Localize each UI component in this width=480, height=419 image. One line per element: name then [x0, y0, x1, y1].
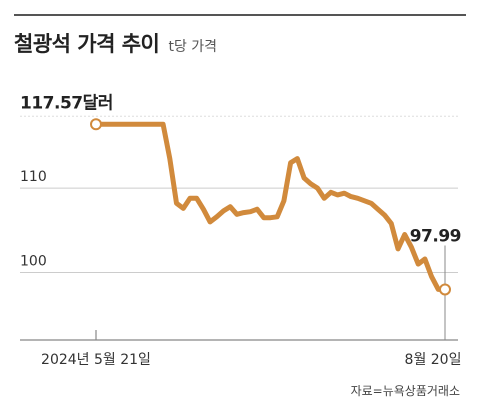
end-point: [439, 283, 451, 296]
chart-title: 철광석 가격 추이: [14, 32, 160, 56]
source-note: 자료=뉴욕상품거래소: [350, 384, 460, 398]
series-line: [93, 121, 448, 292]
start-value-label: 117.57달러: [20, 92, 113, 113]
chart-header: 철광석 가격 추이 t당 가격: [14, 28, 217, 58]
top-rule: [14, 14, 466, 16]
end-value-label: 97.99: [410, 226, 461, 246]
x-tick-label: 2024년 5월 21일: [41, 352, 151, 368]
x-tick-label: 8월 20일: [405, 352, 462, 368]
start-point: [90, 118, 102, 131]
chart-subtitle: t당 가격: [168, 39, 218, 55]
y-tick-label: 110: [20, 169, 47, 185]
y-tick-label: 100: [20, 254, 47, 270]
